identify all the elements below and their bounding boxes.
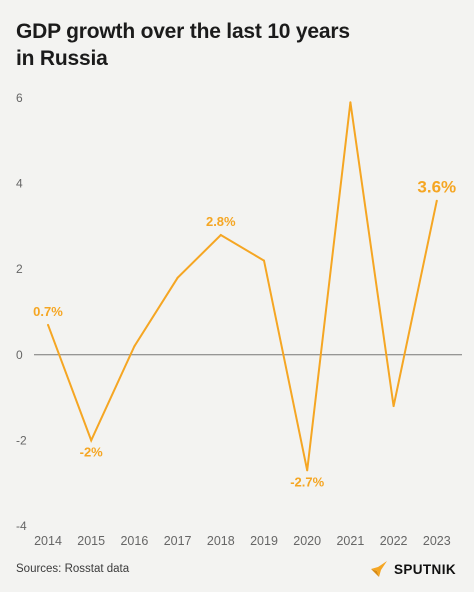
x-tick-label: 2022	[380, 534, 408, 548]
x-tick-label: 2017	[164, 534, 192, 548]
chart-title: GDP growth over the last 10 years in Rus…	[16, 18, 456, 72]
data-point	[47, 323, 49, 326]
x-tick-label: 2014	[34, 534, 62, 548]
x-tick-label: 2023	[423, 534, 451, 548]
data-point	[176, 276, 179, 279]
data-label: 0.7%	[33, 304, 63, 319]
series-line	[47, 102, 438, 471]
data-point	[219, 233, 222, 236]
brand-name: SPUTNIK	[393, 561, 456, 577]
x-tick-label: 2015	[77, 534, 105, 548]
y-tick-label: 6	[16, 91, 23, 105]
x-tick-label: 2020	[293, 534, 321, 548]
data-point	[392, 405, 395, 408]
data-point	[263, 259, 265, 262]
x-tick-label: 2021	[336, 534, 364, 548]
y-tick-label: -2	[16, 433, 27, 447]
x-tick-label: 2018	[207, 534, 235, 548]
x-tick-label: 2016	[120, 534, 148, 548]
brand-logo: SPUTNIK	[370, 560, 456, 578]
data-point	[349, 101, 352, 104]
sputnik-logo-icon	[370, 561, 387, 577]
data-point	[306, 469, 309, 472]
data-point	[133, 345, 136, 348]
y-tick-label: 0	[16, 348, 23, 362]
data-label: 3.6%	[417, 178, 456, 197]
data-label: 2.8%	[206, 214, 236, 229]
y-tick-label: -4	[16, 519, 27, 533]
x-tick-label: 2019	[250, 534, 278, 548]
source-note: Sources: Rosstat data	[16, 563, 130, 575]
data-point	[90, 439, 93, 442]
data-point	[435, 199, 438, 202]
chart-title-line-2: in Russia	[16, 47, 108, 70]
chart-title-line-1: GDP growth over the last 10 years	[16, 20, 350, 43]
data-label: -2.7%	[290, 474, 324, 489]
data-label: -2%	[80, 444, 104, 459]
y-tick-label: 2	[16, 262, 23, 276]
y-tick-label: 4	[16, 177, 23, 191]
